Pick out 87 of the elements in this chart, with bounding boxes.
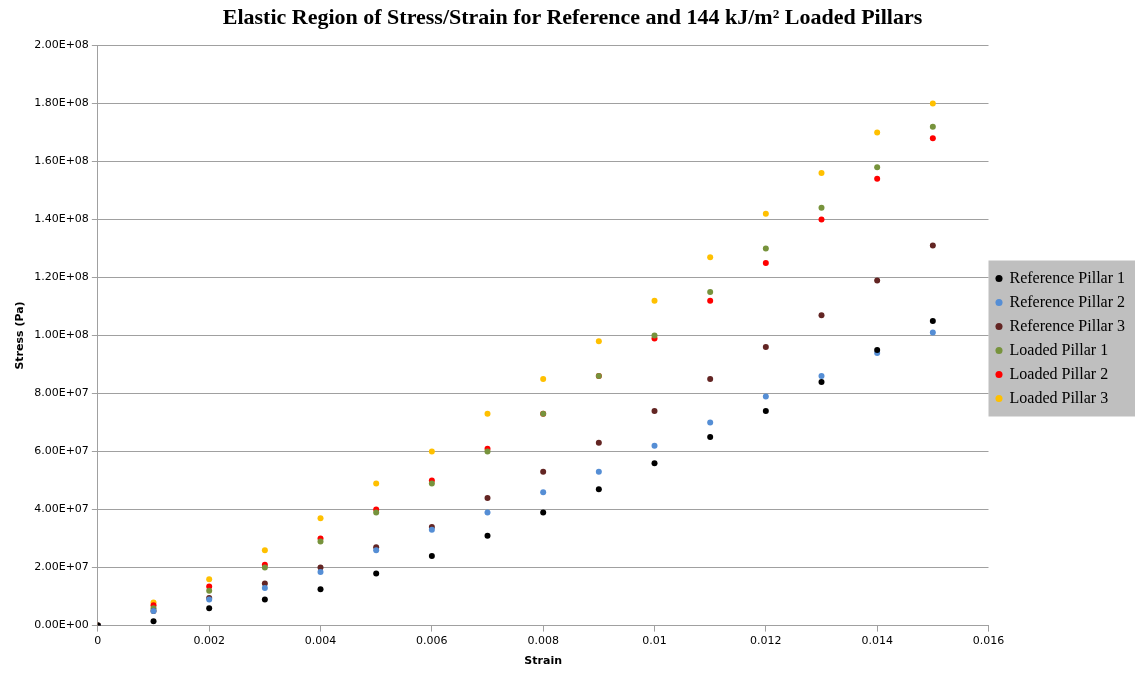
point	[762, 393, 769, 400]
chart-title: Elastic Region of Stress/Strain for Reference and 144 kJ/m² Loaded Pillars	[222, 3, 923, 29]
point	[595, 439, 602, 446]
point	[317, 568, 324, 575]
legend-label: Loaded Pillar 3	[1009, 388, 1109, 406]
x-tick-label: 0.016	[972, 634, 1005, 648]
point	[373, 570, 380, 577]
point	[428, 448, 435, 455]
y-tick-label: 1.80E+08	[34, 96, 89, 110]
legend-label: Reference Pillar 1	[1009, 268, 1125, 286]
point	[707, 434, 714, 441]
point	[428, 552, 435, 559]
point	[484, 410, 491, 417]
y-tick-label: 4.00E+07	[34, 502, 89, 516]
point	[595, 486, 602, 493]
point	[206, 576, 213, 583]
point	[651, 407, 658, 414]
y-tick-label: 8.00E+07	[34, 386, 89, 400]
y-tick-label: 0.00E+00	[34, 618, 89, 632]
x-axis-title: Strain	[524, 654, 562, 668]
point	[261, 547, 268, 554]
x-tick-label: 0.004	[304, 634, 337, 648]
point	[651, 442, 658, 449]
point	[762, 344, 769, 351]
x-tick-label: 0.012	[750, 634, 782, 648]
point	[762, 259, 769, 266]
point	[874, 277, 881, 284]
y-tick-label: 2.00E+08	[34, 38, 89, 52]
point	[818, 216, 825, 223]
point	[762, 245, 769, 252]
point	[818, 204, 825, 211]
y-axis-title: Stress (Pa)	[13, 301, 27, 370]
legend-label: Reference Pillar 2	[1009, 292, 1125, 310]
point	[206, 587, 213, 594]
point	[929, 100, 936, 107]
point	[818, 170, 825, 177]
y-tick-label: 1.40E+08	[34, 212, 89, 226]
point	[540, 509, 547, 516]
point	[929, 123, 936, 130]
legend-label: Loaded Pillar 1	[1009, 340, 1109, 358]
point	[317, 586, 324, 593]
point	[261, 584, 268, 591]
point	[206, 605, 213, 612]
point	[874, 175, 881, 182]
y-tick-label: 2.00E+07	[34, 560, 89, 574]
x-tick-label: 0	[94, 634, 102, 648]
x-tick-label: 0.008	[527, 634, 559, 648]
x-tick-label: 0.01	[642, 634, 667, 648]
point	[317, 515, 324, 522]
point	[707, 288, 714, 295]
x-tick-label: 0.002	[193, 634, 225, 648]
point	[540, 468, 547, 475]
y-tick-label: 1.20E+08	[34, 270, 89, 284]
point	[929, 318, 936, 324]
point	[762, 407, 769, 414]
y-tick-label: 6.00E+07	[34, 444, 89, 458]
point	[595, 468, 602, 475]
point	[762, 210, 769, 217]
point	[707, 419, 714, 426]
point	[929, 329, 936, 336]
x-tick-label: 0.014	[861, 634, 893, 648]
point	[874, 129, 881, 136]
legend-label: Loaded Pillar 2	[1009, 364, 1109, 382]
point	[818, 378, 825, 385]
point	[484, 494, 491, 501]
point	[595, 338, 602, 345]
x-tick-label: 0.006	[416, 634, 448, 648]
legend-label: Reference Pillar 3	[1009, 316, 1125, 334]
y-tick-label: 1.60E+08	[34, 154, 89, 168]
point	[484, 509, 491, 516]
point	[651, 297, 658, 304]
point	[373, 480, 380, 487]
point	[818, 312, 825, 319]
point	[818, 373, 825, 380]
point	[540, 489, 547, 496]
point	[707, 297, 714, 304]
point	[929, 135, 936, 142]
point	[874, 164, 881, 171]
point	[929, 242, 936, 249]
point	[707, 254, 714, 261]
point	[651, 460, 658, 467]
point	[150, 618, 157, 625]
point	[261, 596, 268, 603]
point	[707, 376, 714, 383]
point	[484, 532, 491, 539]
point	[540, 376, 547, 383]
y-tick-label: 1.00E+08	[34, 328, 89, 342]
